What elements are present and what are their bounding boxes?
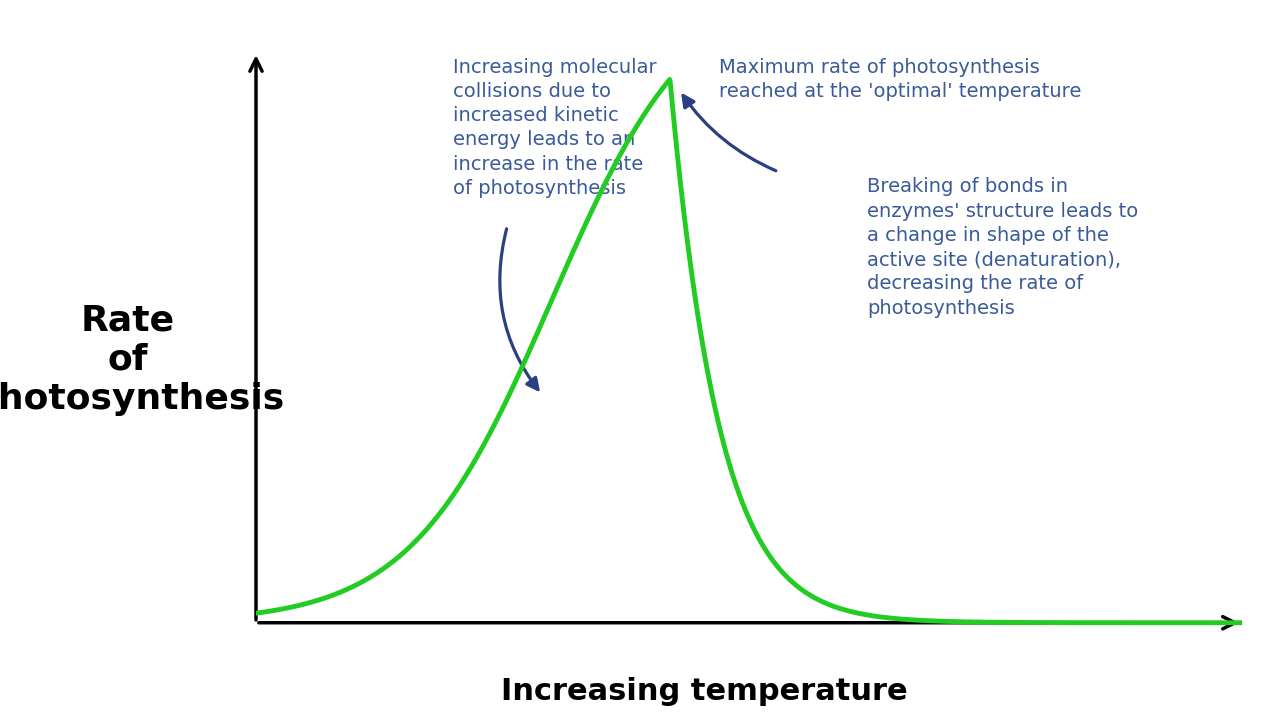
Text: Maximum rate of photosynthesis
reached at the 'optimal' temperature: Maximum rate of photosynthesis reached a… xyxy=(719,58,1082,101)
Text: Breaking of bonds in
enzymes' structure leads to
a change in shape of the
active: Breaking of bonds in enzymes' structure … xyxy=(867,177,1138,318)
Text: Rate
of
photosynthesis: Rate of photosynthesis xyxy=(0,304,284,416)
Text: Increasing temperature: Increasing temperature xyxy=(500,677,908,706)
Text: Increasing molecular
collisions due to
increased kinetic
energy leads to an
incr: Increasing molecular collisions due to i… xyxy=(453,58,657,198)
